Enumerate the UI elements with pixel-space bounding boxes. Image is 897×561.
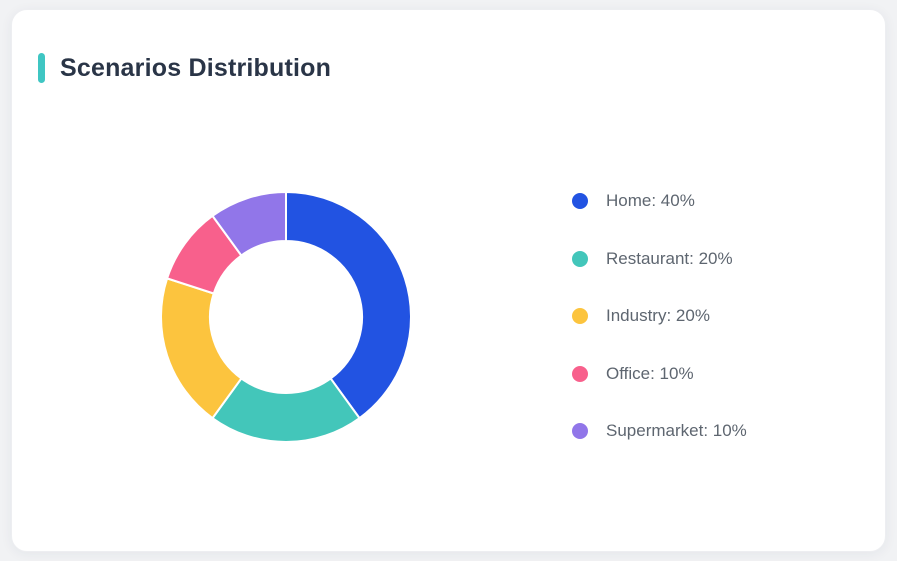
legend-item-office[interactable]: Office: 10% <box>572 364 747 384</box>
legend-item-supermarket[interactable]: Supermarket: 10% <box>572 421 747 441</box>
legend-marker-circle <box>572 423 588 439</box>
legend-marker-circle <box>572 365 588 382</box>
card-title: Scenarios Distribution <box>60 53 332 82</box>
donut-chart[interactable] <box>146 177 426 457</box>
legend-item-restaurant[interactable]: Restaurant: 20% <box>572 249 747 269</box>
legend-marker-circle <box>572 193 588 209</box>
legend-marker-circle <box>572 250 588 267</box>
legend-item-industry[interactable]: Industry: 20% <box>572 306 747 326</box>
legend-label: Restaurant: 20% <box>606 248 733 268</box>
card-header: Scenarios Distribution <box>38 53 331 83</box>
legend-marker-circle <box>572 308 588 324</box>
legend-label: Home: 40% <box>606 191 695 210</box>
scenarios-distribution-card: Scenarios Distribution Home: 40% Restaura… <box>11 9 886 552</box>
title-accent-bar <box>38 53 45 83</box>
legend-item-home[interactable]: Home: 40% <box>572 191 747 211</box>
legend-label: Industry: 20% <box>606 306 710 325</box>
legend-label: Supermarket: 10% <box>606 421 747 440</box>
donut-segment-supermarket[interactable] <box>211 191 287 257</box>
donut-segment-home[interactable] <box>285 191 412 420</box>
chart-legend: Home: 40% Restaurant: 20% Industry: 20% Off… <box>572 191 747 441</box>
legend-label: Office: 10% <box>606 363 694 383</box>
